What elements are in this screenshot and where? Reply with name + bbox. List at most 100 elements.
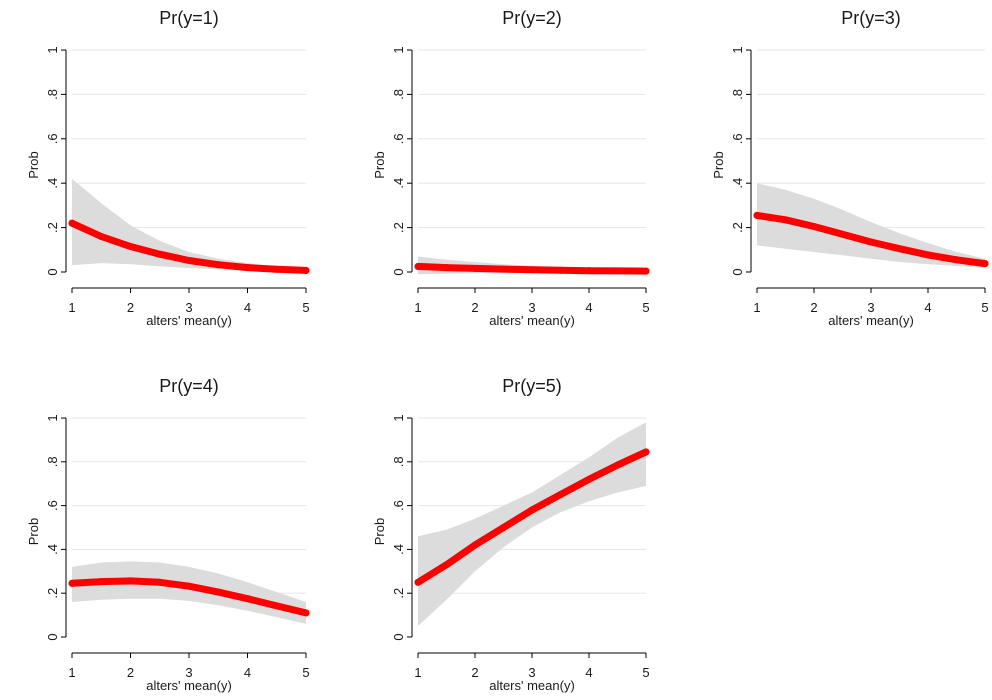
y-tick-label-2-4: .8 <box>391 89 406 100</box>
data-point-1-3 <box>156 250 164 258</box>
data-point-3-7 <box>953 256 960 264</box>
y-tick-label-1-5: 1 <box>45 46 60 53</box>
x-tick-label-3-2: 3 <box>867 300 874 315</box>
y-tick-label-1-4: .8 <box>45 89 60 100</box>
x-tick-label-2-3: 4 <box>585 300 592 315</box>
y-axis-label-2: Prob <box>372 151 387 178</box>
x-tick-label-1-4: 5 <box>302 300 309 315</box>
y-tick-label-4-1: .2 <box>45 588 60 599</box>
x-tick-label-3-1: 2 <box>810 300 817 315</box>
data-point-5-7 <box>614 461 621 469</box>
data-point-1-8 <box>302 266 310 274</box>
data-point-5-5 <box>557 491 564 499</box>
x-tick-label-3-4: 5 <box>981 300 988 315</box>
y-tick-label-4-4: .8 <box>45 456 60 467</box>
x-tick-label-4-1: 2 <box>127 665 134 680</box>
data-point-1-0 <box>68 219 76 227</box>
data-point-4-0 <box>68 579 76 587</box>
panel-title-5: Pr(y=5) <box>502 376 562 396</box>
x-axis-label-4: alters' mean(y) <box>146 678 232 693</box>
data-point-4-6 <box>244 595 251 603</box>
panel-title-1: Pr(y=1) <box>159 8 219 28</box>
data-point-5-1 <box>443 561 450 569</box>
data-point-5-0 <box>414 578 422 586</box>
x-tick-label-4-2: 3 <box>185 665 192 680</box>
data-point-2-8 <box>642 267 650 275</box>
y-tick-label-1-1: .2 <box>45 222 60 233</box>
x-tick-label-5-2: 3 <box>528 665 535 680</box>
y-tick-label-4-2: .4 <box>45 544 60 555</box>
data-point-2-5 <box>557 266 564 274</box>
y-axis-label-5: Prob <box>372 518 387 545</box>
data-point-5-4 <box>528 506 536 514</box>
x-axis-label-1: alters' mean(y) <box>146 313 232 328</box>
panel-title-4: Pr(y=4) <box>159 376 219 396</box>
x-tick-label-1-0: 1 <box>68 300 75 315</box>
panel-5: 0 .2 .4 .6 .8 1 Prob 1 2 3 4 5 alters' mean(y) Pr(y=5… <box>372 376 650 693</box>
y-axis-label-1: Prob <box>26 151 41 178</box>
x-tick-label-5-1: 2 <box>471 665 478 680</box>
y-tick-label-3-5: 1 <box>730 46 745 53</box>
y-tick-label-3-4: .8 <box>730 89 745 100</box>
x-tick-label-4-3: 4 <box>244 665 251 680</box>
panel-4: 0 .2 .4 .6 .8 1 Prob 1 2 3 4 5 alters' mean(y) Pr(y=4… <box>26 376 310 693</box>
x-tick-label-5-4: 5 <box>642 665 649 680</box>
data-point-1-2 <box>127 242 134 250</box>
x-tick-label-3-0: 1 <box>753 300 760 315</box>
data-point-5-8 <box>642 448 650 456</box>
y-tick-label-5-1: .2 <box>391 588 406 599</box>
data-point-2-3 <box>500 265 507 273</box>
x-tick-label-5-0: 1 <box>414 665 421 680</box>
panel-1: 0 .2 .4 .6 .8 1 Prob 1 2 3 4 5 alters' mean(y) Pr(y=1… <box>26 8 310 328</box>
data-point-4-1 <box>97 578 105 586</box>
x-tick-label-2-4: 5 <box>642 300 649 315</box>
data-point-2-7 <box>614 267 621 275</box>
y-tick-label-2-1: .2 <box>391 222 406 233</box>
confidence-band-3 <box>757 183 985 268</box>
x-tick-label-4-0: 1 <box>68 665 75 680</box>
data-point-4-7 <box>273 602 281 610</box>
y-tick-label-1-0: 0 <box>45 268 60 275</box>
data-point-4-5 <box>214 588 222 596</box>
data-point-1-1 <box>97 232 105 240</box>
x-tick-label-2-0: 1 <box>414 300 421 315</box>
data-point-3-0 <box>753 211 761 219</box>
data-point-1-5 <box>214 261 222 269</box>
y-tick-label-4-5: 1 <box>45 414 60 421</box>
y-tick-label-5-4: .8 <box>391 456 406 467</box>
y-tick-label-2-0: 0 <box>391 268 406 275</box>
data-point-5-6 <box>585 475 593 483</box>
panel-3: 0 .2 .4 .6 .8 1 Prob 1 2 3 4 5 alters' mean(y) Pr(y=3… <box>711 8 989 328</box>
data-point-2-4 <box>528 266 536 274</box>
data-point-4-8 <box>302 609 310 617</box>
panel-2: 0 .2 .4 .6 .8 1 Prob 1 2 3 4 5 alters' mean(y) Pr(y=2… <box>372 8 650 328</box>
x-tick-label-5-3: 4 <box>585 665 592 680</box>
y-tick-label-1-2: .4 <box>45 178 60 189</box>
x-axis-label-2: alters' mean(y) <box>489 313 575 328</box>
y-tick-label-5-5: 1 <box>391 414 406 421</box>
y-tick-label-2-5: 1 <box>391 46 406 53</box>
data-point-3-4 <box>867 238 875 246</box>
panel-title-3: Pr(y=3) <box>841 8 901 28</box>
data-point-3-2 <box>810 222 818 230</box>
data-point-5-3 <box>500 524 507 531</box>
data-point-3-6 <box>924 251 932 259</box>
data-point-4-2 <box>127 577 134 585</box>
data-point-3-1 <box>782 216 789 224</box>
data-point-3-5 <box>896 245 903 253</box>
x-tick-label-1-1: 2 <box>127 300 134 315</box>
y-tick-label-3-0: 0 <box>730 268 745 275</box>
y-tick-label-3-1: .2 <box>730 222 745 233</box>
panel-title-2: Pr(y=2) <box>502 8 562 28</box>
data-point-5-2 <box>471 541 479 549</box>
x-tick-label-1-3: 4 <box>244 300 251 315</box>
y-axis-label-3: Prob <box>711 151 726 178</box>
y-tick-label-5-3: .6 <box>391 500 406 511</box>
confidence-band-5 <box>418 422 646 626</box>
y-tick-label-4-0: 0 <box>45 633 60 640</box>
y-tick-label-3-3: .6 <box>730 133 745 144</box>
data-point-3-3 <box>839 230 846 238</box>
data-point-2-2 <box>471 264 479 272</box>
x-tick-label-2-2: 3 <box>528 300 535 315</box>
